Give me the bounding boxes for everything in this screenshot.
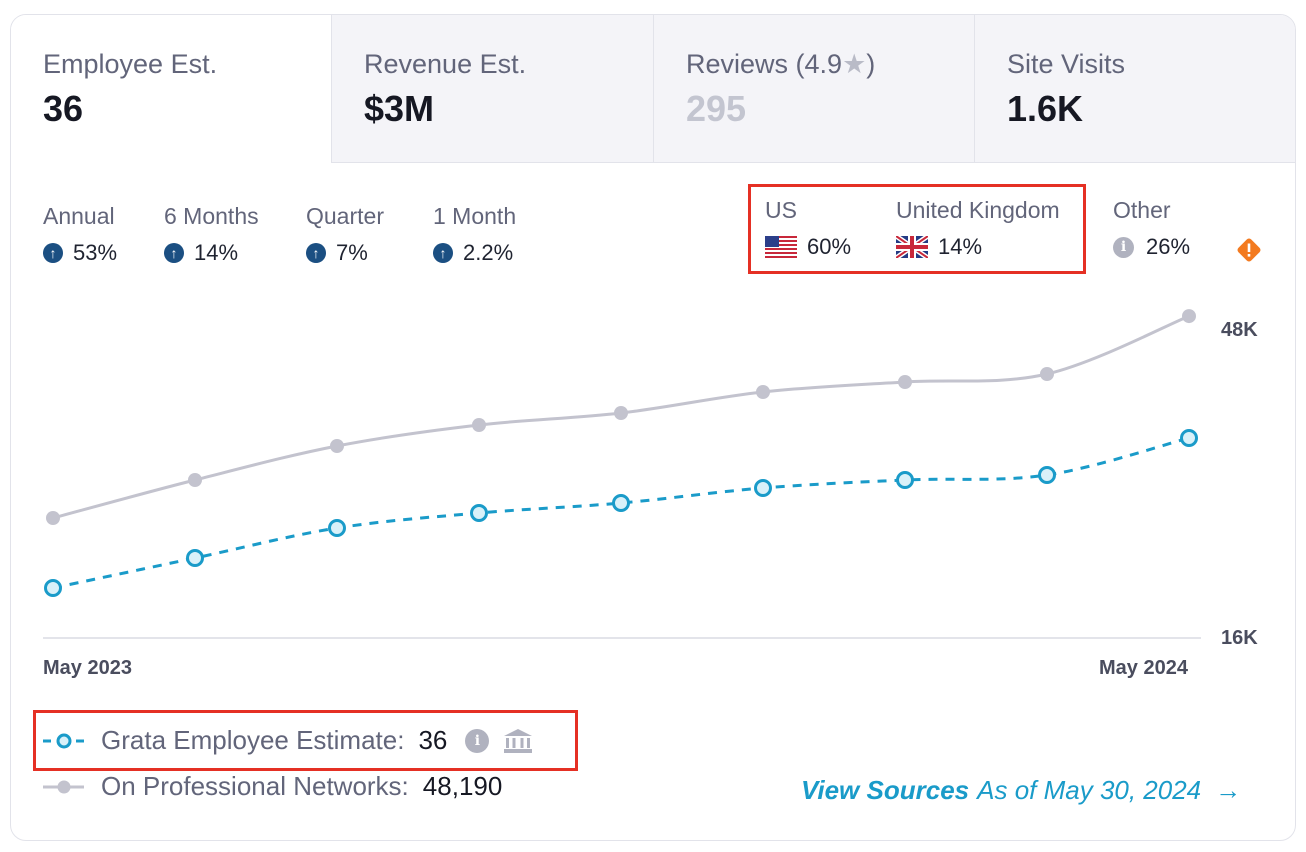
professional-networks-point[interactable]	[46, 511, 60, 525]
grata-estimate-point[interactable]	[1180, 429, 1198, 447]
grata-estimate-point[interactable]	[754, 479, 772, 497]
arrow-up-icon: ↑	[43, 243, 63, 263]
view-sources-link[interactable]: View Sources As of May 30, 2024 →	[801, 775, 1242, 805]
chart-series	[44, 309, 1198, 597]
us-flag-icon	[765, 236, 797, 258]
professional-networks-point[interactable]	[614, 406, 628, 420]
grata-estimate-line	[52, 436, 1190, 590]
tab-value: $3M	[364, 88, 435, 129]
star-icon: ★	[842, 49, 867, 79]
growth-quarter: Quarter ↑ 7%	[306, 203, 384, 265]
growth-annual: Annual ↑ 53%	[43, 203, 118, 265]
grata-estimate-point[interactable]	[470, 504, 488, 522]
geo-uk: United Kingdom 14%	[896, 197, 1060, 259]
dashed-line-icon	[43, 733, 84, 748]
geo-highlight-box	[748, 184, 1086, 274]
arrow-up-icon: ↑	[306, 243, 326, 263]
growth-6-months: 6 Months ↑ 14%	[164, 203, 259, 265]
professional-networks-point[interactable]	[756, 385, 770, 399]
professional-networks-point[interactable]	[472, 418, 486, 432]
tab-value: 36	[43, 88, 84, 129]
grata-estimate-point[interactable]	[328, 519, 346, 537]
legend-grata: Grata Employee Estimate: 36 i	[43, 725, 533, 756]
grata-estimate-point[interactable]	[186, 549, 204, 567]
legend-value: 48,190	[422, 771, 503, 801]
grata-estimate-point[interactable]	[896, 471, 914, 489]
professional-networks-point[interactable]	[1040, 367, 1054, 381]
tab-label: Reviews (4.9★)	[686, 49, 876, 79]
arrow-up-icon: ↑	[164, 243, 184, 263]
uk-flag-icon	[896, 236, 928, 258]
professional-networks-point[interactable]	[188, 473, 202, 487]
professional-networks-point[interactable]	[330, 439, 344, 453]
arrow-right-icon: →	[1215, 775, 1242, 805]
x-tick-label: May 2024	[1099, 657, 1188, 679]
bank-icon[interactable]	[503, 728, 533, 754]
tab-employee-est[interactable]: Employee Est. 36	[11, 15, 331, 163]
tab-reviews[interactable]: Reviews (4.9★) 295	[653, 15, 974, 163]
grata-estimate-point[interactable]	[612, 494, 630, 512]
legend-highlight-box	[33, 710, 578, 771]
professional-networks-point[interactable]	[898, 375, 912, 389]
grata-estimate-point[interactable]	[1038, 466, 1056, 484]
info-icon[interactable]: i	[1113, 236, 1134, 258]
grata-estimate-point[interactable]	[44, 579, 62, 597]
metric-tabs: Employee Est. 36 Revenue Est. $3M Review…	[11, 15, 1295, 163]
geo-us: US 60%	[765, 197, 852, 259]
solid-line-icon	[43, 780, 84, 793]
tab-value: 1.6K	[1007, 88, 1084, 129]
legend-label: On Professional Networks:	[101, 771, 409, 801]
tab-label: Revenue Est.	[364, 49, 527, 79]
info-icon[interactable]: i	[465, 728, 490, 753]
x-tick-label: May 2023	[43, 657, 132, 679]
arrow-up-icon: ↑	[433, 243, 453, 263]
legend-networks: On Professional Networks: 48,190	[43, 771, 502, 802]
tab-label: Site Visits	[1007, 49, 1126, 79]
professional-networks-point[interactable]	[1182, 309, 1196, 324]
tab-site-visits[interactable]: Site Visits 1.6K	[974, 15, 1295, 163]
tab-revenue-est[interactable]: Revenue Est. $3M	[331, 15, 653, 163]
growth-1-month: 1 Month ↑ 2.2%	[433, 203, 517, 265]
tab-label: Employee Est.	[43, 49, 218, 79]
geo-other: Other i 26%	[1113, 197, 1191, 259]
legend-value: 36	[418, 725, 448, 755]
y-tick-label: 16K	[1221, 627, 1258, 649]
warning-icon[interactable]	[1235, 236, 1263, 264]
y-tick-label: 48K	[1221, 319, 1258, 341]
legend-label: Grata Employee Estimate:	[101, 725, 405, 755]
tab-value: 295	[686, 88, 747, 129]
employee-chart	[43, 309, 1201, 639]
employee-card: Employee Est. 36 Revenue Est. $3M Review…	[10, 14, 1296, 841]
